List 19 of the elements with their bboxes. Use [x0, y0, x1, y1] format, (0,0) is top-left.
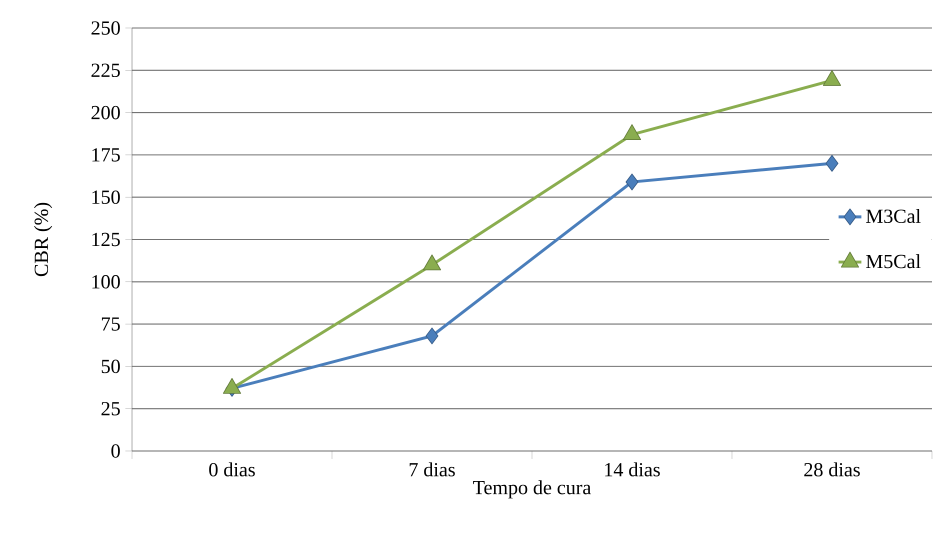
x-axis-title: Tempo de cura [473, 480, 591, 498]
x-tick-label: 14 dias [605, 462, 660, 476]
y-tick-label: 175 [92, 148, 120, 162]
y-tick-label: 50 [102, 360, 120, 374]
y-tick-label: 225 [92, 64, 120, 78]
y-tick-label: 250 [92, 21, 120, 35]
legend-label: M3Cal [866, 208, 921, 224]
legend-label: M5Cal [866, 254, 921, 268]
y-tick-label: 125 [92, 232, 120, 246]
y-axis-title: CBR (%) [34, 202, 52, 276]
y-tick-label: 100 [92, 275, 120, 289]
x-tick-label: 28 dias [804, 462, 860, 476]
x-tick-label: 0 dias [209, 462, 255, 476]
y-tick-label: 150 [92, 190, 120, 204]
y-tick-label: 200 [92, 106, 120, 120]
y-tick-label: 75 [102, 317, 120, 331]
y-tick-label: 25 [102, 402, 120, 416]
y-tick-label: 0 [111, 444, 120, 458]
x-tick-label: 7 dias [410, 462, 455, 476]
